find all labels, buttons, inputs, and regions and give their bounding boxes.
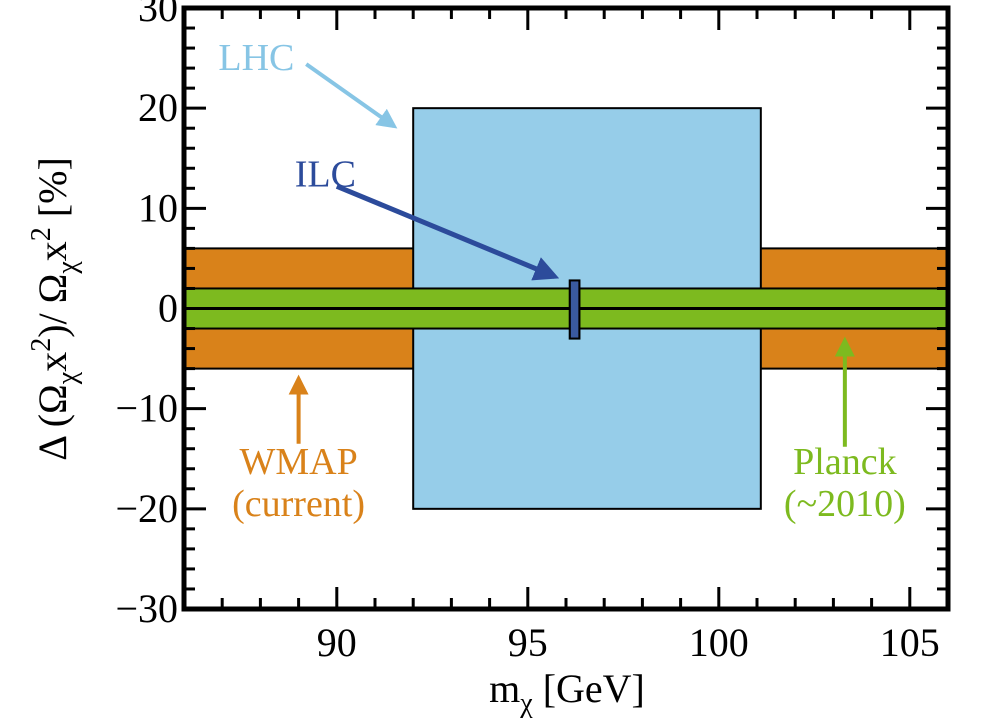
x-tick-label: 95	[508, 620, 548, 665]
y-tick-label: 10	[138, 185, 178, 230]
y-tick-label: −10	[115, 386, 178, 431]
x-axis-title: mχ [GeV]	[489, 666, 645, 719]
y-tick-label: 0	[158, 286, 178, 331]
annotation-arrow-ilc	[335, 183, 560, 281]
zero-line	[184, 279, 948, 340]
y-axis-title: Δ (Ωχx2)/ Ωχx2 [%]	[26, 157, 83, 461]
y-tick-label: −30	[115, 586, 178, 631]
annotation-label-lhc: LHC	[218, 37, 294, 79]
y-tick-label: 30	[138, 0, 178, 30]
x-tick-label: 100	[689, 620, 749, 665]
annotation-label-ilc: ILC	[295, 153, 356, 195]
annotation-label-wmap-line1: WMAP	[239, 441, 357, 483]
x-tick-label: 105	[880, 620, 940, 665]
y-tick-label: 20	[138, 85, 178, 130]
annotation-label-planck-line1: Planck	[793, 441, 896, 483]
annotation-label-wmap-line2: (current)	[232, 483, 365, 525]
band-ilc-overlay	[568, 279, 581, 340]
axis-ticks	[182, 6, 950, 611]
x-tick-label: 90	[317, 620, 357, 665]
annotations: LHC ILC WMAP(current) Planck(~2010)	[218, 37, 905, 525]
annotation-label-planck-line2: (~2010)	[784, 483, 906, 525]
y-tick-label: −20	[115, 486, 178, 531]
annotation-arrow-lhc	[305, 62, 398, 129]
